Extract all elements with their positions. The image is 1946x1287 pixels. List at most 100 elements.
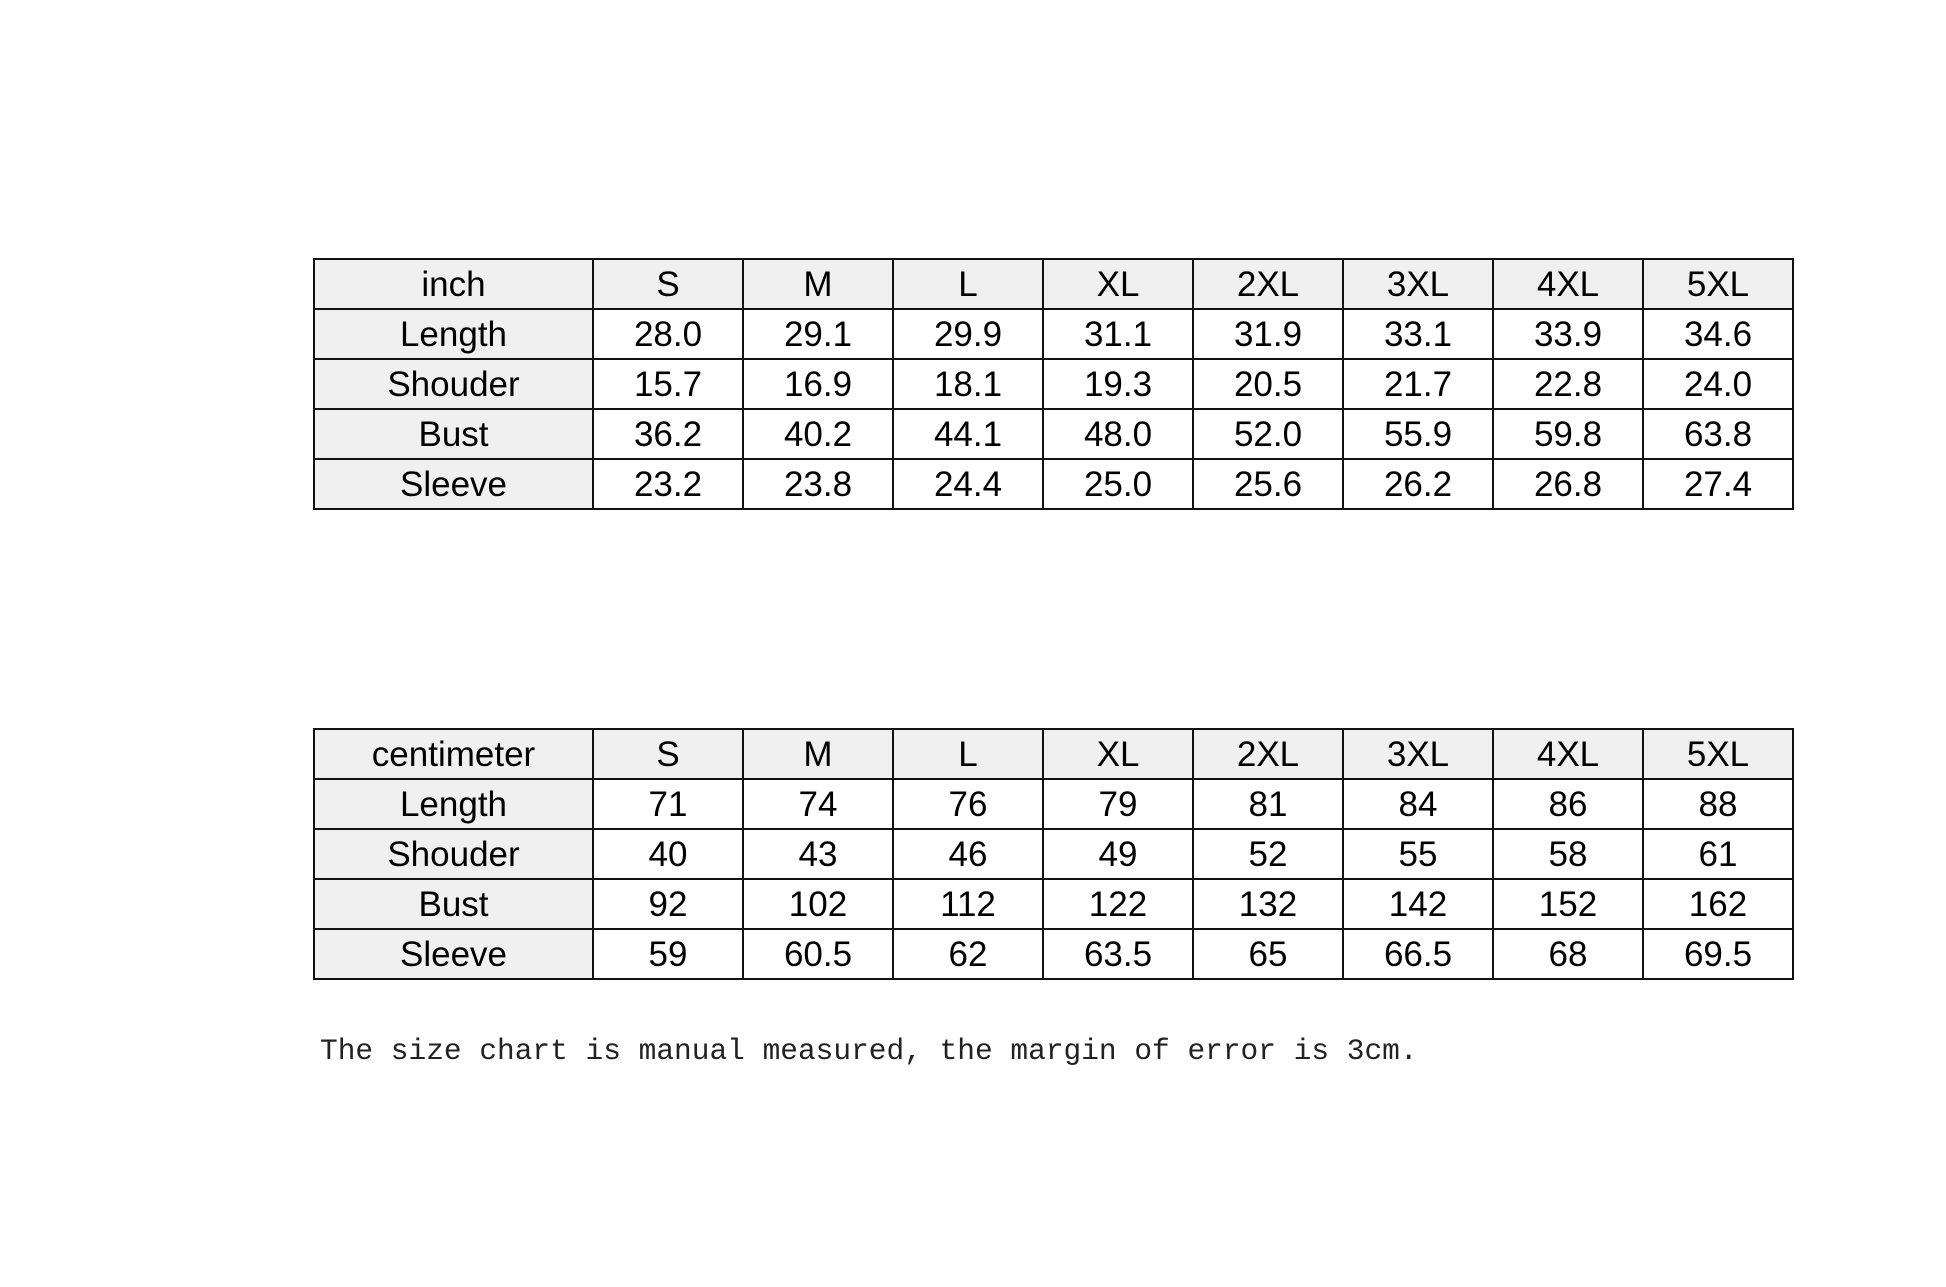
header-row: inch S M L XL 2XL 3XL 4XL 5XL xyxy=(313,258,1794,310)
size-header: 3XL xyxy=(1342,728,1494,780)
measurement-cell: 63.5 xyxy=(1042,928,1194,980)
measurement-cell: 26.8 xyxy=(1492,458,1644,510)
measurement-cell: 43 xyxy=(742,828,894,880)
table-row: Bust 92 102 112 122 132 142 152 162 xyxy=(313,878,1794,930)
measurement-cell: 19.3 xyxy=(1042,358,1194,410)
size-header: L xyxy=(892,728,1044,780)
measurement-cell: 55.9 xyxy=(1342,408,1494,460)
header-row: centimeter S M L XL 2XL 3XL 4XL 5XL xyxy=(313,728,1794,780)
measurement-cell: 142 xyxy=(1342,878,1494,930)
measurement-cell: 63.8 xyxy=(1642,408,1794,460)
table-row: Shouder 15.7 16.9 18.1 19.3 20.5 21.7 22.8 24.0 xyxy=(313,358,1794,410)
measurement-cell: 66.5 xyxy=(1342,928,1494,980)
size-header: 2XL xyxy=(1192,258,1344,310)
size-header: 3XL xyxy=(1342,258,1494,310)
row-label: Shouder xyxy=(313,358,594,410)
size-header: XL xyxy=(1042,258,1194,310)
measurement-cell: 76 xyxy=(892,778,1044,830)
table-row: Shouder 40 43 46 49 52 55 58 61 xyxy=(313,828,1794,880)
measurement-cell: 27.4 xyxy=(1642,458,1794,510)
measurement-cell: 52 xyxy=(1192,828,1344,880)
measurement-cell: 16.9 xyxy=(742,358,894,410)
measurement-cell: 62 xyxy=(892,928,1044,980)
size-header: L xyxy=(892,258,1044,310)
size-table-centimeter: centimeter S M L XL 2XL 3XL 4XL 5XL Length 71 74 76 7… xyxy=(313,728,1794,980)
measurement-cell: 122 xyxy=(1042,878,1194,930)
measurement-cell: 86 xyxy=(1492,778,1644,830)
size-table-inch: inch S M L XL 2XL 3XL 4XL 5XL Length 28.0 29.1 29.9 3… xyxy=(313,258,1794,510)
measurement-cell: 55 xyxy=(1342,828,1494,880)
measurement-cell: 49 xyxy=(1042,828,1194,880)
measurement-cell: 132 xyxy=(1192,878,1344,930)
measurement-cell: 18.1 xyxy=(892,358,1044,410)
measurement-cell: 59 xyxy=(592,928,744,980)
measurement-cell: 22.8 xyxy=(1492,358,1644,410)
measurement-cell: 48.0 xyxy=(1042,408,1194,460)
measurement-cell: 69.5 xyxy=(1642,928,1794,980)
measurement-cell: 25.0 xyxy=(1042,458,1194,510)
measurement-cell: 31.1 xyxy=(1042,308,1194,360)
size-header: 5XL xyxy=(1642,258,1794,310)
row-label: Bust xyxy=(313,878,594,930)
measurement-cell: 33.9 xyxy=(1492,308,1644,360)
row-label: Bust xyxy=(313,408,594,460)
unit-label: centimeter xyxy=(313,728,594,780)
measurement-cell: 28.0 xyxy=(592,308,744,360)
table-row: Bust 36.2 40.2 44.1 48.0 52.0 55.9 59.8 63.8 xyxy=(313,408,1794,460)
size-header: M xyxy=(742,258,894,310)
table-row: Sleeve 59 60.5 62 63.5 65 66.5 68 69.5 xyxy=(313,928,1794,980)
measurement-cell: 162 xyxy=(1642,878,1794,930)
measurement-cell: 40 xyxy=(592,828,744,880)
measurement-note: The size chart is manual measured, the m… xyxy=(320,1034,1418,1068)
row-label: Sleeve xyxy=(313,458,594,510)
row-label: Sleeve xyxy=(313,928,594,980)
size-header: 2XL xyxy=(1192,728,1344,780)
measurement-cell: 36.2 xyxy=(592,408,744,460)
size-header: S xyxy=(592,728,744,780)
measurement-cell: 52.0 xyxy=(1192,408,1344,460)
measurement-cell: 59.8 xyxy=(1492,408,1644,460)
measurement-cell: 21.7 xyxy=(1342,358,1494,410)
measurement-cell: 20.5 xyxy=(1192,358,1344,410)
size-header: 4XL xyxy=(1492,258,1644,310)
measurement-cell: 31.9 xyxy=(1192,308,1344,360)
measurement-cell: 81 xyxy=(1192,778,1344,830)
measurement-cell: 102 xyxy=(742,878,894,930)
measurement-cell: 68 xyxy=(1492,928,1644,980)
measurement-cell: 29.9 xyxy=(892,308,1044,360)
table-row: Length 71 74 76 79 81 84 86 88 xyxy=(313,778,1794,830)
measurement-cell: 26.2 xyxy=(1342,458,1494,510)
measurement-cell: 24.0 xyxy=(1642,358,1794,410)
measurement-cell: 40.2 xyxy=(742,408,894,460)
unit-label: inch xyxy=(313,258,594,310)
measurement-cell: 92 xyxy=(592,878,744,930)
measurement-cell: 112 xyxy=(892,878,1044,930)
measurement-cell: 15.7 xyxy=(592,358,744,410)
measurement-cell: 152 xyxy=(1492,878,1644,930)
measurement-cell: 65 xyxy=(1192,928,1344,980)
measurement-cell: 29.1 xyxy=(742,308,894,360)
measurement-cell: 60.5 xyxy=(742,928,894,980)
size-header: XL xyxy=(1042,728,1194,780)
measurement-cell: 44.1 xyxy=(892,408,1044,460)
size-header: 5XL xyxy=(1642,728,1794,780)
measurement-cell: 33.1 xyxy=(1342,308,1494,360)
size-header: S xyxy=(592,258,744,310)
measurement-cell: 71 xyxy=(592,778,744,830)
measurement-cell: 79 xyxy=(1042,778,1194,830)
measurement-cell: 23.2 xyxy=(592,458,744,510)
row-label: Length xyxy=(313,778,594,830)
measurement-cell: 88 xyxy=(1642,778,1794,830)
measurement-cell: 34.6 xyxy=(1642,308,1794,360)
size-header: M xyxy=(742,728,894,780)
measurement-cell: 58 xyxy=(1492,828,1644,880)
measurement-cell: 23.8 xyxy=(742,458,894,510)
measurement-cell: 84 xyxy=(1342,778,1494,830)
row-label: Shouder xyxy=(313,828,594,880)
measurement-cell: 74 xyxy=(742,778,894,830)
measurement-cell: 24.4 xyxy=(892,458,1044,510)
size-header: 4XL xyxy=(1492,728,1644,780)
measurement-cell: 25.6 xyxy=(1192,458,1344,510)
table-row: Length 28.0 29.1 29.9 31.1 31.9 33.1 33.9 34.6 xyxy=(313,308,1794,360)
table-row: Sleeve 23.2 23.8 24.4 25.0 25.6 26.2 26.8 27.4 xyxy=(313,458,1794,510)
